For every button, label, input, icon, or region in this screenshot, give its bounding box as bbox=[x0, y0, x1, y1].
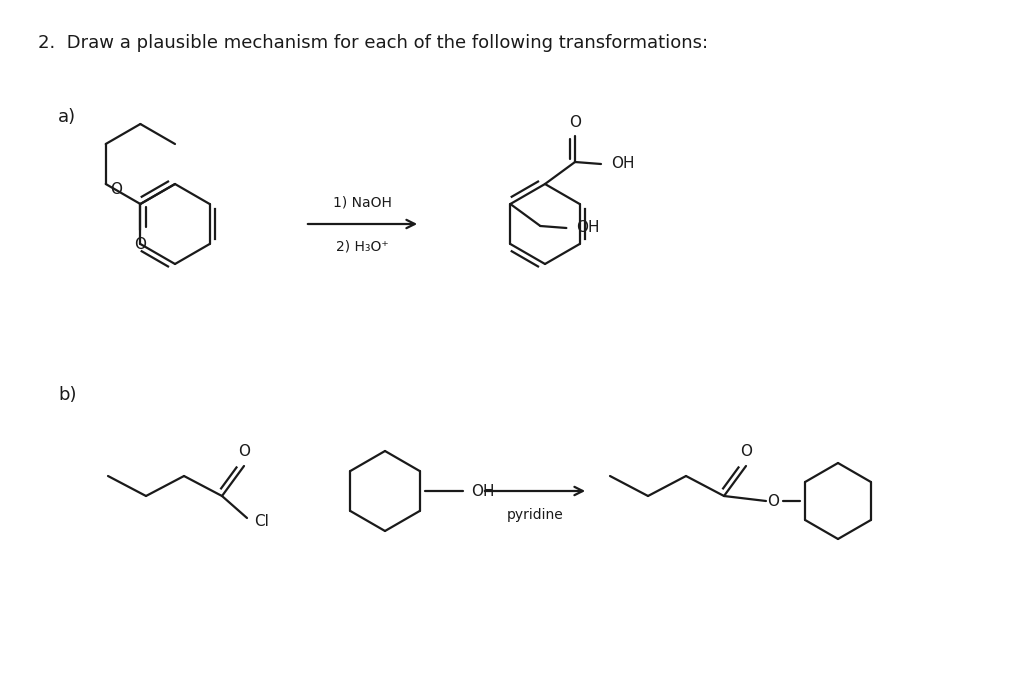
Text: b): b) bbox=[58, 386, 77, 404]
Text: O: O bbox=[740, 443, 752, 459]
Text: OH: OH bbox=[577, 221, 600, 235]
Text: 2.  Draw a plausible mechanism for each of the following transformations:: 2. Draw a plausible mechanism for each o… bbox=[38, 34, 709, 52]
Text: O: O bbox=[238, 443, 250, 459]
Text: 1) NaOH: 1) NaOH bbox=[333, 195, 392, 209]
Text: a): a) bbox=[58, 108, 76, 126]
Text: 2) H₃O⁺: 2) H₃O⁺ bbox=[336, 239, 389, 253]
Text: O: O bbox=[134, 237, 146, 251]
Text: OH: OH bbox=[471, 484, 495, 498]
Text: O: O bbox=[767, 493, 779, 509]
Text: O: O bbox=[569, 115, 581, 129]
Text: pyridine: pyridine bbox=[507, 508, 563, 522]
Text: OH: OH bbox=[611, 157, 635, 171]
Text: Cl: Cl bbox=[255, 514, 269, 530]
Text: O: O bbox=[110, 182, 122, 196]
